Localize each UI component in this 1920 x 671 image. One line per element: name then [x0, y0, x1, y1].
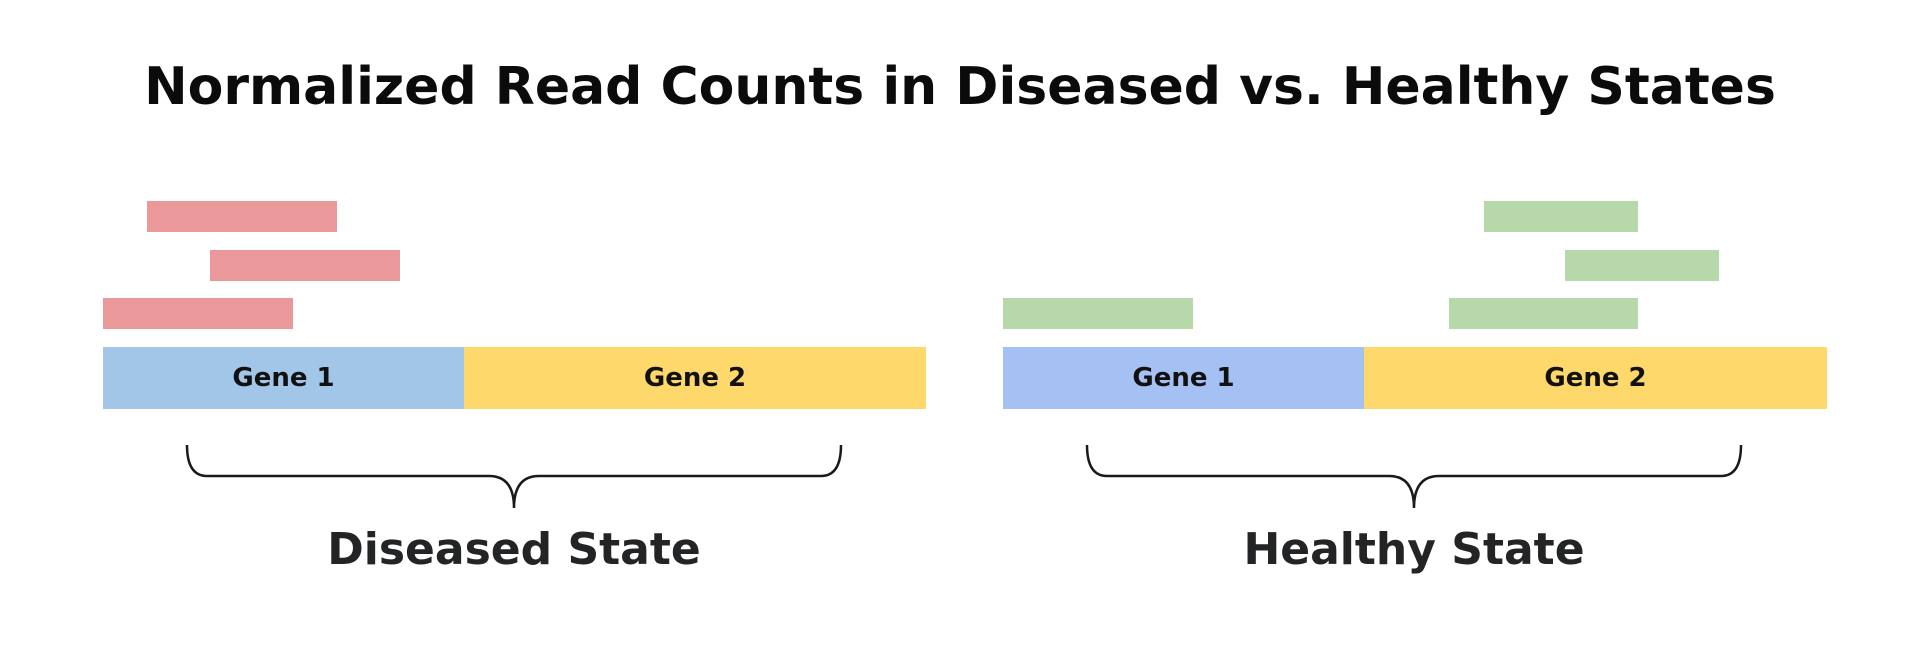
- read-bar: [210, 250, 400, 281]
- gene-2-segment-diseased: Gene 2: [464, 347, 926, 409]
- brace-icon: [185, 444, 843, 509]
- read-bar: [147, 201, 337, 232]
- gene-label: Gene 2: [1544, 363, 1647, 393]
- read-bar: [1449, 298, 1638, 329]
- gene-label: Gene 1: [232, 363, 335, 393]
- diagram-title: Normalized Read Counts in Diseased vs. H…: [144, 57, 1776, 117]
- gene-1-segment-diseased: Gene 1: [103, 347, 464, 409]
- read-bar: [1484, 201, 1638, 232]
- read-bar: [103, 298, 293, 329]
- gene-label: Gene 1: [1132, 363, 1235, 393]
- healthy-state-label: Healthy State: [1243, 524, 1585, 575]
- read-bar: [1003, 298, 1193, 329]
- diseased-state-label: Diseased State: [327, 524, 701, 575]
- gene-2-segment-healthy: Gene 2: [1364, 347, 1827, 409]
- gene-1-segment-healthy: Gene 1: [1003, 347, 1364, 409]
- read-bar: [1565, 250, 1719, 281]
- gene-label: Gene 2: [643, 363, 747, 393]
- brace-icon: [1085, 444, 1743, 509]
